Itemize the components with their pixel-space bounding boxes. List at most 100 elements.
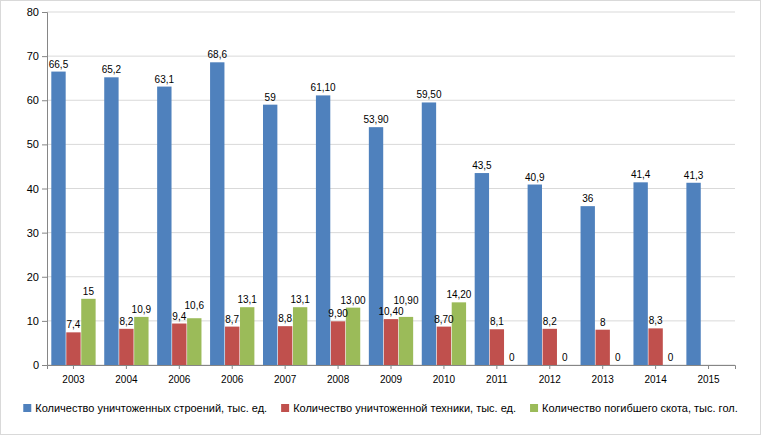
bar	[384, 319, 398, 365]
legend-entry: Количество уничтоженной техники, тыс. ед…	[281, 402, 516, 414]
data-label: 41,3	[684, 170, 704, 181]
data-label: 59	[265, 92, 277, 103]
bar	[399, 317, 413, 365]
data-label: 68,6	[208, 49, 228, 60]
data-label: 8,1	[490, 316, 504, 327]
data-label: 13,1	[237, 294, 257, 305]
tick-mark	[42, 56, 47, 57]
data-label: 8	[600, 317, 606, 328]
tick: 2012	[539, 365, 562, 385]
tick-label: 2015	[697, 374, 720, 385]
data-label: 9,90	[328, 308, 348, 319]
tick: 2008	[327, 365, 350, 385]
bar	[558, 365, 572, 366]
tick: 10	[27, 315, 47, 327]
chart-border	[1, 1, 761, 435]
tick: 2011	[486, 365, 508, 385]
data-label: 13,1	[290, 294, 310, 305]
tick: 2007	[274, 365, 297, 385]
legend-swatch	[281, 404, 289, 412]
tick-mark	[549, 365, 550, 369]
tick: 2015	[697, 365, 720, 385]
bar	[581, 206, 595, 365]
y-axis: 01020304050607080	[27, 6, 48, 371]
tick: 2006	[168, 365, 191, 385]
tick-label: 2006	[221, 374, 244, 385]
data-label: 9,4	[172, 311, 186, 322]
bar	[475, 173, 489, 365]
data-label: 36	[582, 193, 594, 204]
tick-mark	[42, 365, 47, 366]
data-label: 61,10	[311, 82, 336, 93]
data-label: 8,3	[649, 315, 663, 326]
bar	[437, 327, 451, 365]
tick-label: 40	[27, 183, 39, 195]
bar	[331, 321, 345, 365]
tick-mark	[232, 365, 233, 369]
tick-label: 2004	[115, 374, 138, 385]
data-label: 10,90	[393, 295, 418, 306]
bar	[528, 185, 542, 365]
legend-label: Количество уничтоженных строений, тыс. е…	[35, 402, 267, 414]
x-axis: 2003 2004 2006 2006 2007 2008 2009 2010 2011 2012…	[48, 365, 736, 385]
tick-label: 20	[27, 271, 39, 283]
tick-mark	[655, 365, 656, 369]
data-label: 14,20	[446, 289, 471, 300]
tick-label: 2007	[274, 374, 297, 385]
grid	[47, 12, 735, 365]
tick-label: 2010	[433, 374, 456, 385]
tick-mark	[496, 365, 497, 369]
legend-swatch	[23, 404, 31, 412]
data-label: 0	[668, 352, 674, 363]
tick-mark	[42, 189, 47, 190]
chart: 0102030405060708020032004200620062007200…	[0, 0, 761, 435]
bar	[240, 307, 254, 365]
bar	[81, 299, 95, 365]
tick: 2010	[433, 365, 456, 385]
bar	[610, 365, 624, 366]
tick-mark	[42, 12, 47, 13]
plot: 0102030405060708020032004200620062007200…	[27, 6, 736, 385]
bar	[225, 327, 239, 365]
data-labels: 7,41566,58,210,965,29,410,663,18,713,168…	[49, 49, 704, 363]
tick-label: 30	[27, 227, 39, 239]
grid-line	[47, 232, 735, 233]
legend-label: Количество уничтоженной техники, тыс. ед…	[293, 402, 516, 414]
tick-mark	[338, 365, 339, 369]
legend-swatch	[530, 404, 538, 412]
bars	[51, 62, 700, 365]
bar	[119, 329, 133, 365]
bar	[505, 365, 519, 366]
legend-entry: Количество уничтоженных строений, тыс. е…	[23, 402, 267, 414]
tick-label: 2003	[62, 374, 85, 385]
data-label: 66,5	[49, 59, 69, 70]
tick-label: 2009	[380, 374, 403, 385]
data-label: 10,6	[185, 300, 205, 311]
tick-label: 2013	[592, 374, 615, 385]
data-label: 10,40	[378, 306, 403, 317]
bar	[316, 95, 330, 365]
tick-mark	[42, 233, 47, 234]
axis-line	[48, 366, 736, 370]
tick-label: 70	[27, 50, 39, 62]
bar	[543, 329, 557, 365]
bar	[51, 72, 65, 365]
data-label: 0	[615, 352, 621, 363]
data-label: 0	[509, 352, 515, 363]
data-label: 0	[562, 352, 568, 363]
bar	[648, 328, 662, 365]
tick: 30	[27, 227, 47, 239]
bar	[633, 182, 647, 365]
legend-label: Количество погибшего скота, тыс. гол.	[542, 402, 738, 414]
data-label: 13,00	[341, 295, 366, 306]
bar	[134, 317, 148, 365]
tick: 70	[27, 50, 47, 62]
tick: 60	[27, 94, 47, 106]
grid-line	[47, 188, 735, 189]
tick-label: 2014	[644, 374, 667, 385]
tick-mark	[42, 100, 47, 101]
bar	[346, 308, 360, 365]
bar	[172, 324, 186, 365]
tick: 2006	[221, 365, 244, 385]
bar	[157, 87, 171, 365]
